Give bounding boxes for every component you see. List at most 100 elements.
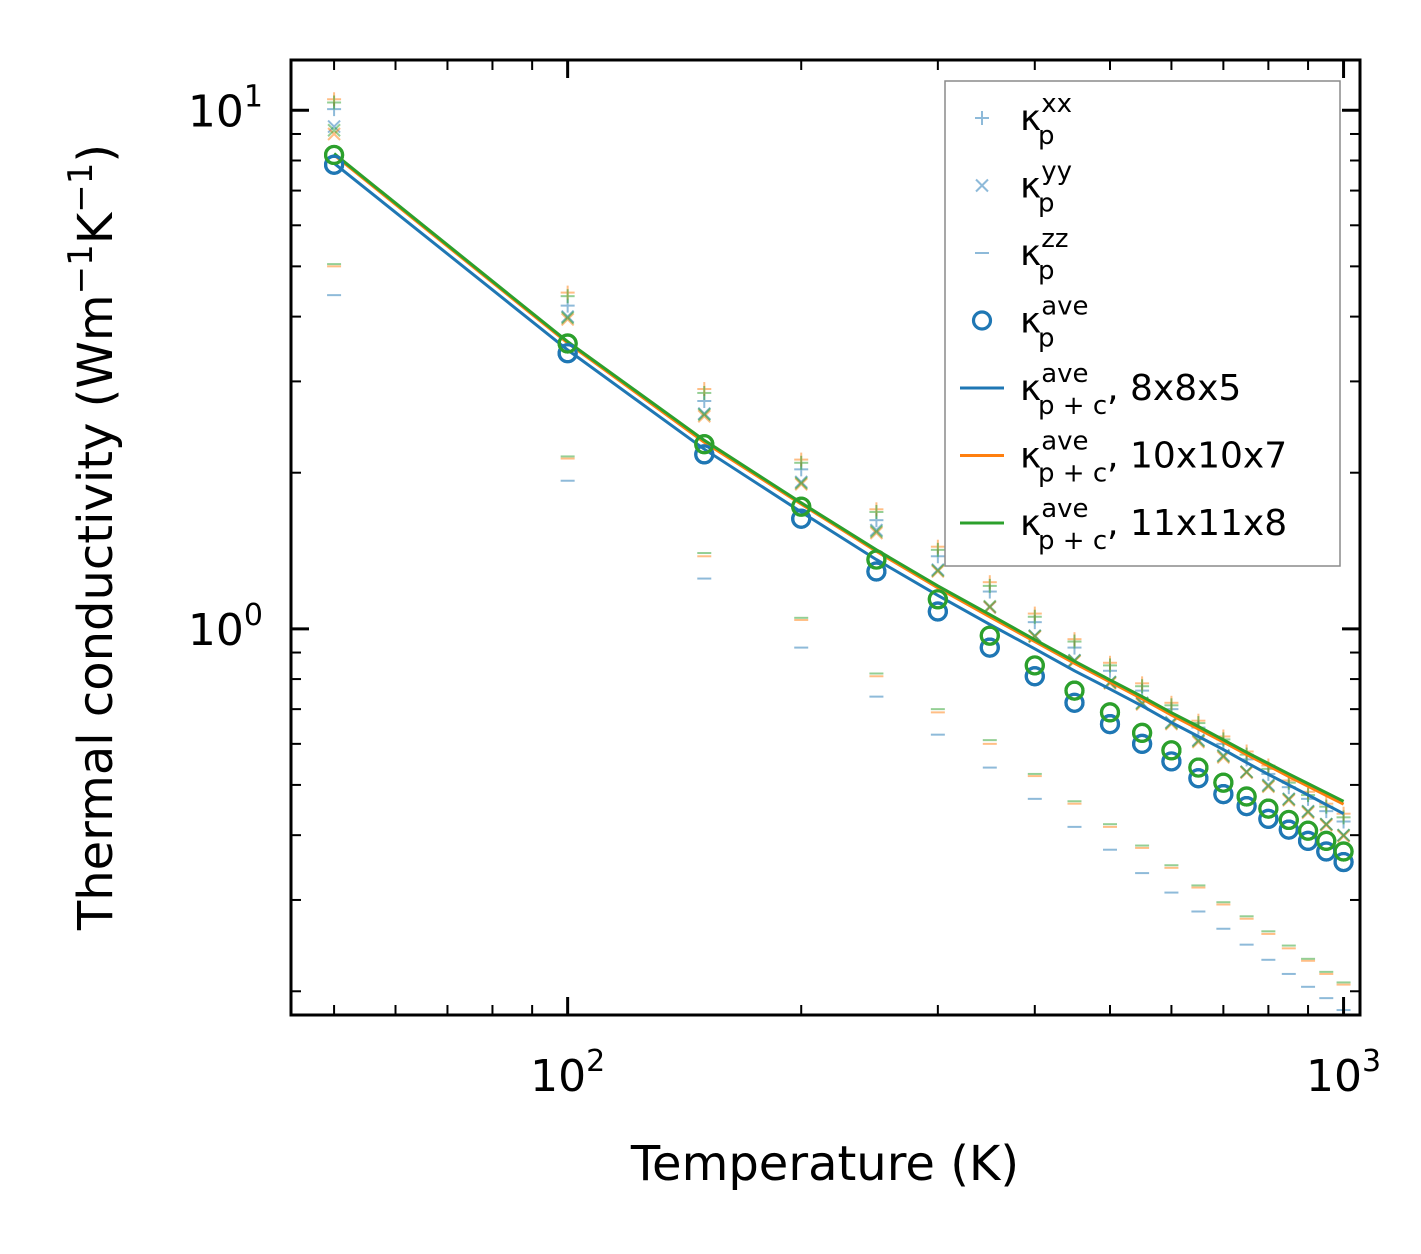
x-tick-label-1: 103 xyxy=(1306,1044,1381,1102)
point-circle-top-1-100 xyxy=(557,333,578,354)
y-tick-label-0: 100 xyxy=(188,598,263,656)
point-circle-top-0-750 xyxy=(1236,796,1257,817)
point-circle-top-0-700 xyxy=(1213,784,1234,805)
axis-ticks xyxy=(291,60,1360,1015)
y-axis-title-exp1: −1 xyxy=(61,244,101,294)
legend-label-5: κave p + c, 10x10x7 xyxy=(1020,427,1287,489)
point-circle-top-1-50 xyxy=(323,144,345,166)
legend-label-base: κ xyxy=(1020,233,1041,274)
point-circle-top-0-850 xyxy=(1278,819,1299,840)
x-tick-label-base: 10 xyxy=(530,1051,586,1102)
point-circle-top-1-450 xyxy=(1064,680,1085,701)
y-axis-title-end: ) xyxy=(68,144,124,163)
legend-label-1: κyy p xyxy=(1020,157,1072,219)
x-tick-label-exp: 3 xyxy=(1362,1044,1381,1079)
point-circle-top-1-900 xyxy=(1297,820,1319,841)
legend-label-sub: p + c xyxy=(1038,391,1107,421)
point-x-2-300 xyxy=(931,563,945,578)
point-circle-top-0-350 xyxy=(979,637,1000,658)
point-x-2-50 xyxy=(327,123,341,137)
point-plus-2-450 xyxy=(1067,634,1082,649)
legend-label-sup: xx xyxy=(1041,89,1072,119)
legend-label-sub: p xyxy=(1038,189,1055,219)
point-circle-top-1-950 xyxy=(1316,830,1337,851)
point-circle-top-0-800 xyxy=(1258,808,1279,829)
point-circle-top-1-650 xyxy=(1188,757,1209,778)
point-x-2-950 xyxy=(1319,817,1333,831)
legend-label-base: κ xyxy=(1020,98,1041,139)
point-circle-top-1-700 xyxy=(1213,772,1234,793)
point-plus-2-550 xyxy=(1135,679,1150,694)
point-x-1-50 xyxy=(327,127,341,141)
point-circle-top-0-50 xyxy=(323,154,345,175)
point-x-2-150 xyxy=(697,407,711,422)
point-circle-top-0-600 xyxy=(1161,751,1182,772)
legend-label-3: κave p xyxy=(1020,292,1089,354)
point-plus-2-600 xyxy=(1164,698,1179,713)
point-plus-2-250 xyxy=(869,504,884,519)
y-axis-title-base: Thermal conductivity (Wm xyxy=(68,294,124,931)
legend-marker-3 xyxy=(971,310,993,331)
point-circle-top-1-1000 xyxy=(1333,841,1354,862)
point-x-2-200 xyxy=(794,476,808,490)
point-x-2-100 xyxy=(560,311,575,325)
x-tick-label-0: 102 xyxy=(530,1044,605,1102)
point-circle-top-1-600 xyxy=(1161,740,1182,761)
point-circle-top-0-500 xyxy=(1099,714,1121,735)
legend-label-4: κave p + c, 8x8x5 xyxy=(1020,359,1241,421)
legend-label-sub: p xyxy=(1038,121,1055,151)
plot-frame xyxy=(289,58,1362,1017)
legend-label-sup: ave xyxy=(1041,359,1088,389)
point-circle-top-0-300 xyxy=(927,601,948,622)
point-circle-top-0-100 xyxy=(557,343,578,364)
series-line-4 xyxy=(333,162,1345,816)
point-circle-top-1-750 xyxy=(1236,786,1257,807)
point-plus-2-100 xyxy=(560,289,575,304)
y-tick-label-exp: 1 xyxy=(244,79,263,114)
legend-label-sub: p + c xyxy=(1038,526,1107,556)
legend-marker-1 xyxy=(975,178,989,193)
legend-label-sup: yy xyxy=(1041,157,1072,187)
legend-label-suffix: , 11x11x8 xyxy=(1107,503,1287,544)
legend-marker-0 xyxy=(975,111,989,125)
point-x-2-800 xyxy=(1261,779,1276,793)
legend-label-sub: p + c xyxy=(1038,459,1107,489)
point-circle-top-1-200 xyxy=(791,496,812,517)
point-x-2-750 xyxy=(1239,765,1254,779)
point-plus-2-200 xyxy=(794,455,809,470)
y-tick-label-1: 101 xyxy=(188,79,263,137)
point-plus-2-500 xyxy=(1102,658,1117,673)
point-x-0-250 xyxy=(869,523,884,537)
x-tick-label-exp: 2 xyxy=(586,1044,605,1079)
legend-label-sup: ave xyxy=(1041,427,1088,457)
point-x-1-150 xyxy=(697,409,711,423)
point-circle-top-0-550 xyxy=(1132,733,1153,754)
plot-area xyxy=(323,92,1354,1012)
series-line-6 xyxy=(333,152,1345,803)
point-circle-top-1-850 xyxy=(1278,809,1299,831)
legend-label-sub: p xyxy=(1038,256,1055,286)
point-circle-top-0-1000 xyxy=(1333,851,1354,873)
point-circle-top-1-150 xyxy=(694,434,715,455)
legend-label-base: κ xyxy=(1020,301,1041,342)
point-x-2-1000 xyxy=(1336,828,1351,842)
point-plus-2-50 xyxy=(327,95,342,110)
y-tick-label-exp: 0 xyxy=(244,598,263,633)
point-circle-top-1-400 xyxy=(1024,655,1045,676)
point-plus-2-400 xyxy=(1027,609,1042,624)
legend-label-sup: ave xyxy=(1041,292,1088,322)
y-axis-title: Thermal conductivity (Wm−1K−1) xyxy=(61,144,124,931)
legend-label-suffix: , 8x8x5 xyxy=(1107,368,1241,409)
point-circle-top-1-300 xyxy=(927,589,948,610)
point-circle-top-0-650 xyxy=(1188,768,1209,789)
legend-box xyxy=(944,80,1341,567)
point-circle-top-0-450 xyxy=(1064,692,1085,713)
point-x-1-100 xyxy=(560,312,575,327)
point-x-2-250 xyxy=(869,524,884,539)
x-tick-label-base: 10 xyxy=(1306,1051,1362,1102)
legend-label-suffix: , 10x10x7 xyxy=(1107,436,1287,477)
y-tick-label-base: 10 xyxy=(188,86,244,137)
